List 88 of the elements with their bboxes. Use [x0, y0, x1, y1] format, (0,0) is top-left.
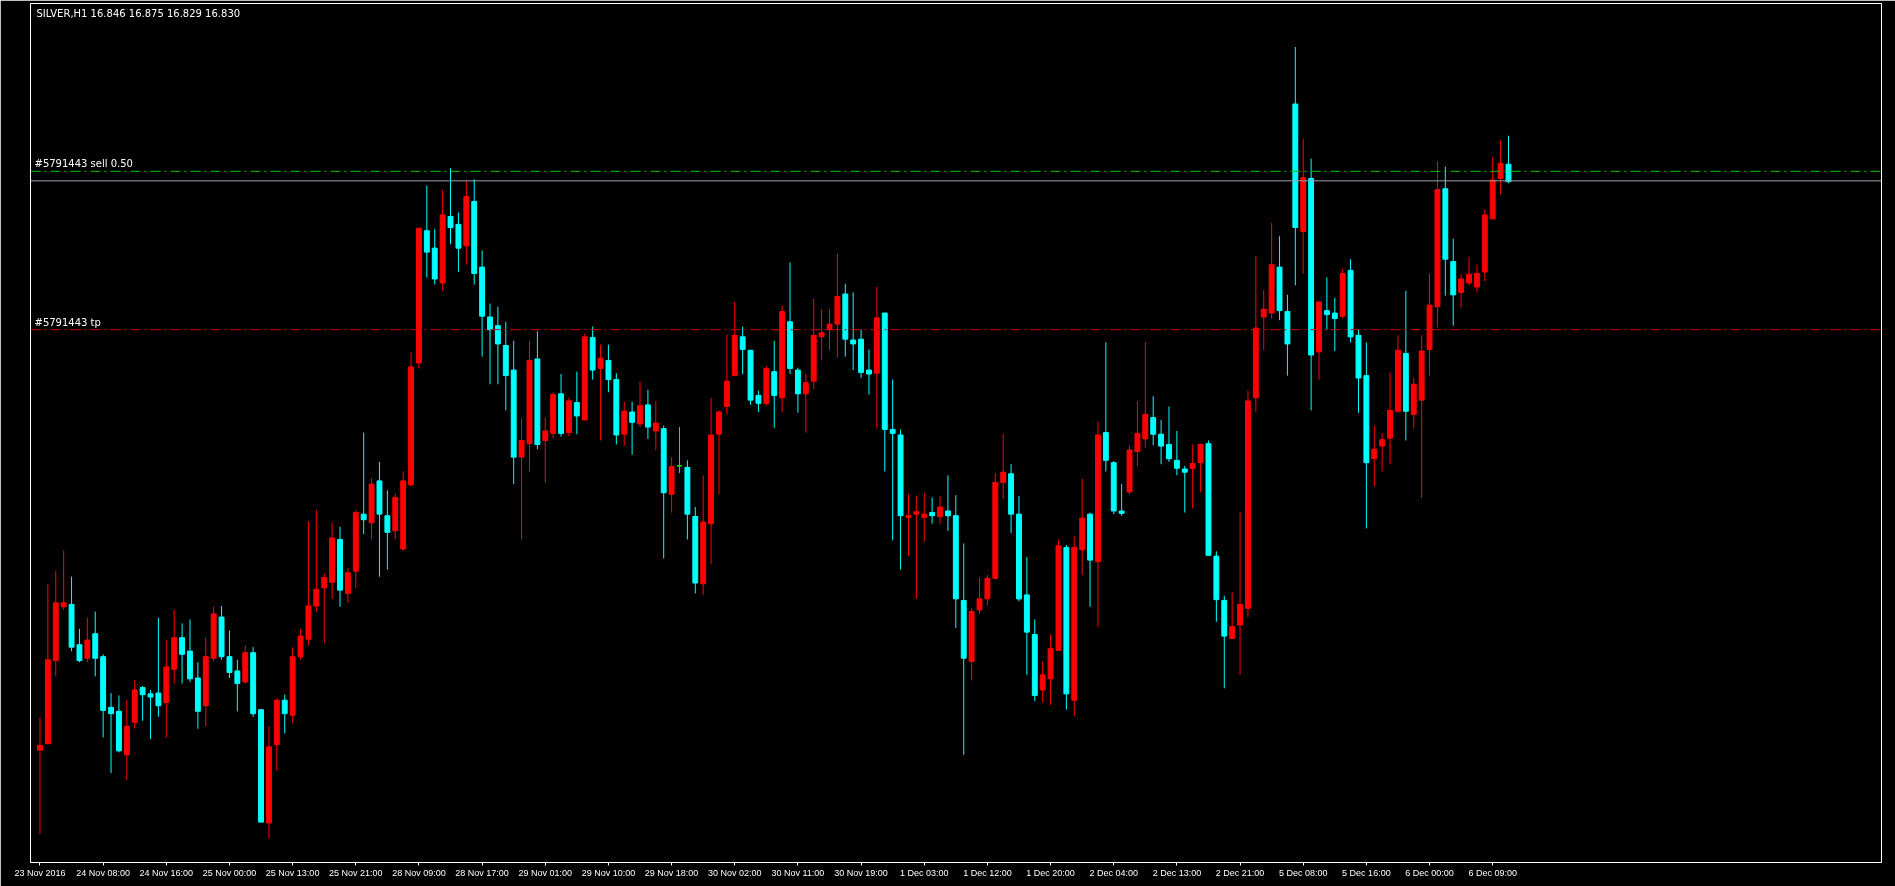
candlestick [676, 426, 683, 474]
candlestick [179, 622, 186, 685]
candlestick [344, 567, 351, 604]
candlestick [1323, 276, 1330, 331]
x-tick-label: 29 Nov 18:00 [644, 867, 699, 878]
x-tick-label: 29 Nov 01:00 [518, 867, 573, 878]
candlestick [621, 401, 628, 447]
candlestick [1150, 395, 1157, 446]
candlestick [1371, 424, 1378, 487]
candlestick [597, 344, 604, 442]
x-tick-label: 25 Nov 00:00 [202, 867, 257, 878]
x-tick-label: 1 Dec 20:00 [1026, 867, 1075, 878]
candlestick [1000, 433, 1007, 500]
x-tick-label: 2 Dec 13:00 [1152, 867, 1202, 878]
candlestick [1197, 443, 1204, 493]
candlestick [929, 497, 936, 525]
x-tick-label: 1 Dec 12:00 [963, 867, 1012, 878]
chart-title: SILVER,H1 16.846 16.875 16.829 16.830 [36, 7, 241, 19]
candlestick [494, 306, 501, 385]
x-tick-label: 23 Nov 2016 [14, 867, 66, 878]
x-tick-label: 30 Nov 11:00 [771, 867, 825, 878]
candlestick [944, 474, 951, 532]
candlestick [913, 495, 920, 600]
candlestick [487, 303, 493, 385]
candlestick [1331, 297, 1338, 352]
x-tick-label: 29 Nov 10:00 [581, 867, 636, 878]
candlestick [637, 380, 643, 428]
ref-line-label: #5791443 tp [34, 316, 101, 328]
candlestick [921, 492, 928, 543]
candlestick [1166, 405, 1172, 463]
candlestick [644, 389, 651, 440]
candlestick [1158, 419, 1165, 465]
candlestick [652, 400, 659, 451]
candlestick [826, 308, 833, 351]
candlestick [573, 371, 580, 435]
candlestick [1379, 432, 1386, 472]
candlestick [716, 409, 722, 495]
candlestick [1237, 511, 1243, 676]
x-tick-label: 30 Nov 19:00 [834, 867, 888, 878]
candlestick [281, 694, 288, 734]
candlestick [321, 573, 328, 644]
x-tick-label: 5 Dec 08:00 [1278, 867, 1328, 878]
candlestick [84, 617, 91, 663]
candlestick [739, 326, 746, 375]
candlestick [1189, 443, 1196, 510]
candlestick [794, 367, 801, 414]
candlestick [423, 185, 430, 278]
candlestick [313, 509, 320, 613]
candlestick [1118, 483, 1125, 517]
x-tick-label: 24 Nov 08:00 [76, 867, 130, 878]
x-tick-label: 28 Nov 09:00 [392, 867, 446, 878]
candlestick [629, 401, 636, 456]
candlestick [384, 489, 391, 571]
x-tick-label: 6 Dec 09:00 [1468, 867, 1517, 878]
candlestick [1229, 591, 1236, 639]
candlestick [1260, 289, 1267, 351]
candlestick [1466, 256, 1472, 286]
candlestick [542, 417, 549, 483]
x-tick-label: 28 Nov 17:00 [455, 867, 509, 878]
candlestick [850, 291, 857, 371]
x-tick-label: 25 Nov 13:00 [265, 867, 320, 878]
candlestick [1505, 135, 1512, 184]
candlestick [1181, 465, 1188, 514]
candlestick [1473, 264, 1480, 293]
candlestick [108, 692, 114, 774]
candlestick [1497, 139, 1504, 195]
x-tick-label: 30 Nov 02:00 [707, 867, 762, 878]
candlestick [889, 379, 896, 541]
ref-line-label: #5791443 sell 0.50 [34, 158, 133, 170]
candlestick [905, 493, 912, 557]
x-tick-label: 2 Dec 21:00 [1215, 867, 1265, 878]
x-tick-label: 25 Nov 21:00 [329, 867, 383, 878]
candlestick [60, 550, 67, 611]
x-tick-label: 1 Dec 03:00 [899, 867, 949, 878]
candlestick [818, 308, 825, 362]
x-tick-label: 5 Dec 16:00 [1342, 867, 1391, 878]
candlestick [937, 495, 943, 525]
candlestick [866, 348, 872, 396]
candlestick [802, 373, 809, 434]
candlestick [1458, 273, 1465, 309]
x-tick-label: 2 Dec 04:00 [1089, 867, 1139, 878]
candlestick [976, 576, 983, 615]
x-tick-label: 24 Nov 16:00 [139, 867, 194, 878]
candlestick [37, 717, 43, 835]
candlestick [771, 340, 778, 429]
candlestick [1173, 430, 1180, 476]
candlestick [360, 432, 367, 535]
x-tick-label: 6 Dec 00:00 [1405, 867, 1454, 878]
